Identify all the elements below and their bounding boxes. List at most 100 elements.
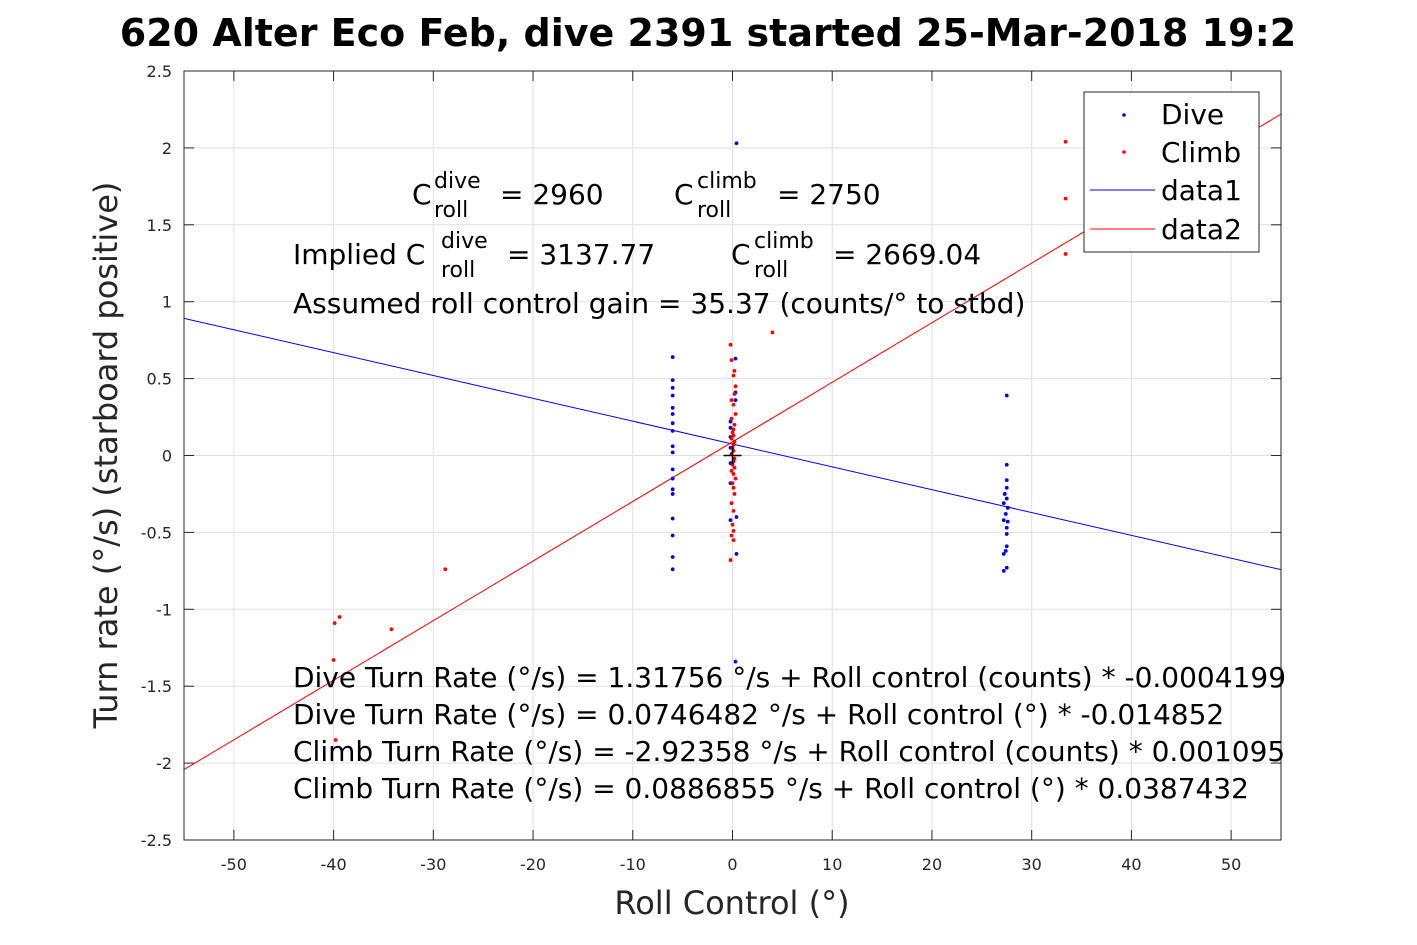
climb-point — [729, 358, 734, 363]
climb-point — [337, 615, 342, 619]
y-tick-label: -1.5 — [141, 677, 172, 696]
c-roll-dive-sub: roll — [434, 198, 468, 223]
dive-point — [1003, 512, 1008, 516]
equation-climb-counts: Climb Turn Rate (°/s) = -2.92358 °/s + R… — [293, 735, 1285, 768]
legend-box — [1083, 91, 1260, 253]
y-tick-label: 2 — [162, 139, 172, 158]
legend-data2-label: data2 — [1161, 213, 1242, 246]
legend: Dive Climb data1 data2 — [1083, 91, 1260, 253]
implied-climb-sup: climb — [754, 229, 814, 254]
climb-point — [729, 398, 734, 403]
climb-point — [730, 522, 735, 527]
y-tick-label: -0.5 — [141, 523, 172, 542]
climb-point — [731, 433, 736, 438]
climb-point — [770, 330, 775, 335]
c-roll-dive-value: = 2960 — [500, 178, 604, 211]
climb-point — [732, 439, 737, 444]
climb-point — [729, 533, 734, 538]
y-tick-label: 0.5 — [147, 370, 172, 389]
c-roll-climb-prefix: C — [674, 178, 694, 211]
dive-point — [728, 518, 733, 522]
dive-point — [670, 567, 675, 572]
climb-point — [729, 468, 734, 473]
climb-point — [443, 567, 448, 572]
c-roll-climb-sup: climb — [697, 169, 757, 194]
implied-dive-value: = 3137.77 — [507, 238, 655, 271]
dive-point — [1004, 532, 1009, 536]
dive-point — [670, 385, 675, 390]
climb-point — [731, 485, 736, 490]
climb-point — [733, 476, 738, 481]
dive-point — [733, 356, 738, 361]
climb-point — [731, 508, 736, 513]
climb-point — [731, 538, 736, 542]
dive-point — [1004, 462, 1009, 467]
x-tick-label: 0 — [727, 855, 737, 874]
dive-point — [670, 378, 675, 383]
dive-point — [1003, 548, 1008, 553]
x-tick-label: 50 — [1221, 855, 1241, 874]
ticks: -50 -40 -30 -20 -10 0 10 20 30 40 50-2.5-2-1.5-1-0… — [141, 62, 1281, 874]
equation-climb-degrees: Climb Turn Rate (°/s) = 0.0886855 °/s + … — [293, 772, 1249, 805]
dive-point — [1001, 552, 1006, 556]
climb-point — [732, 492, 737, 496]
regression-equations: Dive Turn Rate (°/s) = 1.31756 °/s + Rol… — [293, 661, 1286, 805]
climb-point — [731, 427, 736, 432]
dive-point — [1004, 485, 1009, 490]
climb-point — [1063, 139, 1068, 144]
climb-point — [733, 384, 738, 389]
dive-point — [670, 467, 675, 472]
equation-dive-degrees: Dive Turn Rate (°/s) = 0.0746482 °/s + R… — [293, 698, 1224, 731]
y-tick-label: 1 — [162, 293, 172, 312]
dive-point — [670, 393, 675, 398]
y-tick-label: 2.5 — [147, 62, 172, 81]
x-tick-label: -50 — [221, 855, 247, 874]
dive-point — [1004, 565, 1009, 570]
climb-point — [731, 472, 736, 476]
climb-point — [731, 528, 736, 533]
legend-data1-label: data1 — [1161, 174, 1242, 207]
x-tick-label: 40 — [1121, 855, 1141, 874]
climb-point — [732, 369, 737, 373]
climb-point — [733, 412, 738, 416]
x-tick-label: 20 — [922, 855, 942, 874]
dive-point — [1005, 505, 1010, 510]
dive-point — [1004, 496, 1009, 501]
dive-point — [670, 555, 675, 559]
implied-prefix: Implied C — [293, 238, 425, 271]
dive-point — [670, 421, 675, 426]
climb-point — [732, 456, 737, 461]
dive-point — [670, 487, 675, 492]
climb-point — [728, 342, 733, 347]
x-tick-label: 10 — [822, 855, 842, 874]
dive-point — [1004, 544, 1009, 549]
dive-point — [670, 428, 675, 433]
climb-point — [331, 658, 336, 662]
dive-point — [670, 405, 675, 410]
climb-point — [1063, 196, 1068, 201]
dive-point — [1004, 525, 1009, 530]
climb-point — [730, 462, 735, 467]
implied-dive-sub: roll — [441, 258, 475, 283]
x-tick-label: -40 — [321, 855, 347, 874]
implied-dive-sup: dive — [441, 229, 488, 254]
dive-point — [1005, 519, 1010, 524]
climb-point — [730, 481, 735, 486]
x-axis-label: Roll Control (°) — [614, 884, 849, 922]
climb-point — [731, 402, 736, 407]
y-tick-label: -1 — [156, 600, 172, 619]
c-roll-climb-sub: roll — [697, 198, 731, 223]
climb-point — [732, 422, 737, 427]
legend-climb-marker — [1122, 150, 1126, 154]
x-tick-label: 30 — [1022, 855, 1042, 874]
implied-climb-prefix: C — [731, 238, 751, 271]
dive-point — [1004, 393, 1009, 398]
climb-point — [732, 392, 737, 396]
climb-point — [332, 621, 337, 626]
gain-annotation: Assumed roll control gain = 35.37 (count… — [293, 287, 1025, 320]
y-tick-label: 1.5 — [147, 216, 172, 235]
roll-constants: C dive roll = 2960 C climb roll = 2750 I… — [293, 169, 1025, 320]
y-axis-label: Turn rate (°/s) (starboard positive) — [87, 182, 125, 730]
dive-point — [728, 419, 733, 424]
